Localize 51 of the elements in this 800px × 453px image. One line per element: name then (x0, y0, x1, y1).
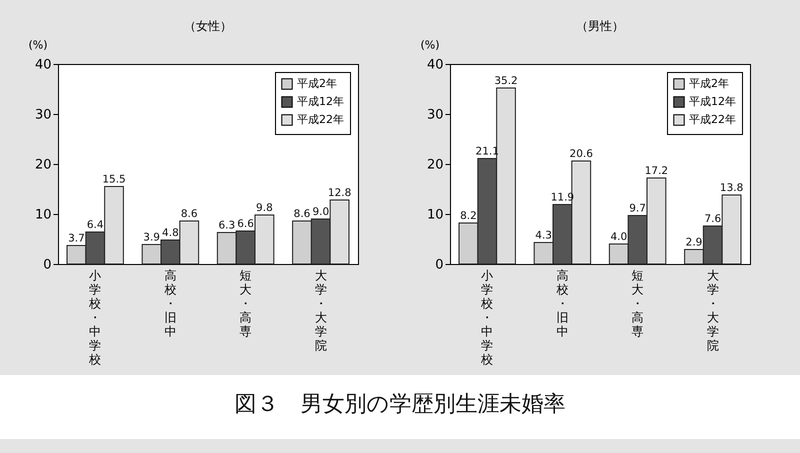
data-label: 15.5 (102, 174, 126, 186)
legend-label: 平成22年 (689, 113, 736, 126)
y-tick-label: 30 (34, 108, 52, 122)
x-tick-label: 小学校・中学校 (480, 268, 494, 366)
legend-label: 平成2年 (689, 77, 729, 90)
data-label: 9.7 (629, 202, 646, 214)
data-label: 6.4 (86, 219, 104, 231)
x-tick-label: 短大・高専 (240, 268, 252, 338)
y-tick-label: 0 (43, 258, 52, 272)
x-tick-label: 短大・高専 (632, 268, 644, 338)
data-label: 8.6 (180, 208, 198, 220)
data-label: 4.0 (610, 231, 628, 243)
data-label: 3.7 (68, 232, 85, 244)
x-tick-label: 高校・旧中 (163, 268, 176, 338)
y-tick-label: 20 (426, 158, 444, 172)
data-label: 4.3 (535, 230, 552, 242)
y-tick-label: 40 (34, 58, 52, 72)
x-tick-label: 高校・旧中 (555, 268, 568, 338)
data-label: 9.8 (256, 202, 273, 214)
legend-label: 平成12年 (689, 95, 736, 108)
y-tick-label: 20 (34, 158, 52, 172)
x-tick-label: 大学・大学院 (706, 268, 719, 352)
data-label: 6.6 (237, 218, 254, 230)
y-axis-title: (%) (28, 38, 48, 52)
data-label: 7.6 (704, 213, 722, 225)
y-tick-label: 10 (426, 208, 444, 222)
y-axis-title: (%) (420, 38, 440, 52)
data-label: 35.2 (494, 75, 518, 87)
data-label: 6.3 (218, 220, 236, 232)
legend-label: 平成22年 (297, 113, 344, 126)
y-tick-label: 10 (34, 208, 52, 222)
data-label: 4.8 (162, 227, 179, 239)
chart-title: （男性） (576, 19, 624, 33)
y-tick-label: 0 (435, 258, 444, 272)
data-label: 17.2 (644, 165, 668, 177)
data-label: 8.6 (294, 208, 311, 220)
x-tick-label: 小学校・中学校 (88, 268, 102, 366)
y-tick-label: 40 (426, 58, 444, 72)
data-label: 13.8 (720, 182, 744, 194)
data-label: 8.2 (460, 210, 477, 222)
y-tick-label: 30 (426, 108, 444, 122)
data-label: 20.6 (570, 148, 594, 160)
data-label: 12.8 (328, 187, 352, 199)
data-label: 2.9 (686, 236, 702, 248)
legend-label: 平成12年 (297, 95, 344, 108)
chart-title: （女性） (184, 19, 232, 33)
x-tick-label: 大学・大学院 (314, 268, 327, 352)
caption: 図３ 男女別の学歴別生涯未婚率 (0, 375, 800, 439)
data-label: 9.0 (312, 206, 330, 218)
data-label: 3.9 (143, 232, 160, 244)
legend-label: 平成2年 (297, 77, 337, 90)
